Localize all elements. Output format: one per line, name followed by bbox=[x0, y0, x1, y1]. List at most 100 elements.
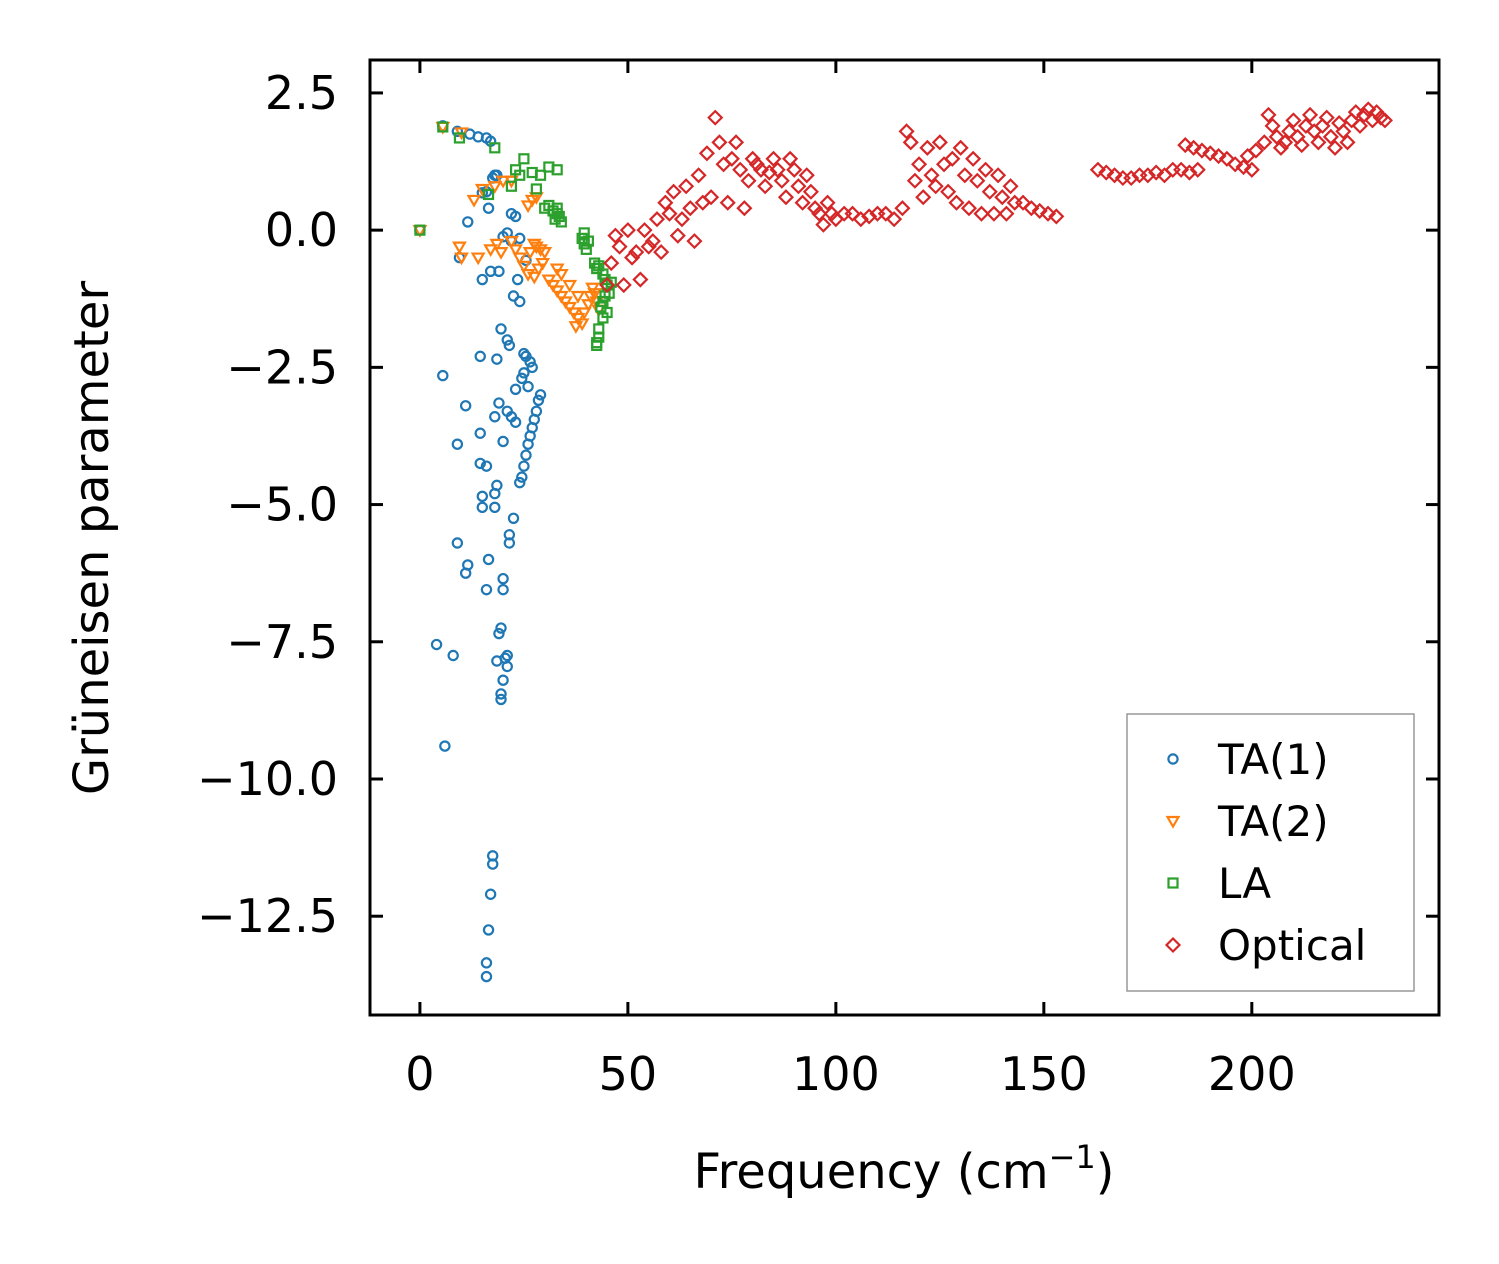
data-point bbox=[454, 252, 469, 266]
x-axis-label-suffix: ) bbox=[1096, 1144, 1115, 1200]
data-point bbox=[985, 205, 1002, 222]
data-point bbox=[1264, 117, 1281, 134]
data-point bbox=[482, 202, 495, 214]
data-point bbox=[632, 271, 649, 288]
data-point bbox=[1272, 139, 1289, 156]
data-point bbox=[981, 183, 998, 200]
x-tick-label: 0 bbox=[405, 1047, 434, 1101]
data-point bbox=[491, 353, 503, 365]
data-point bbox=[877, 205, 894, 222]
data-point bbox=[648, 211, 666, 228]
data-point bbox=[990, 167, 1007, 184]
data-point bbox=[489, 501, 501, 514]
data-point bbox=[628, 244, 645, 261]
data-point bbox=[451, 537, 464, 549]
data-point bbox=[1260, 106, 1277, 123]
y-tick-label: 0.0 bbox=[265, 203, 338, 257]
data-point bbox=[495, 323, 507, 335]
data-point bbox=[757, 178, 774, 195]
data-point bbox=[504, 236, 519, 249]
data-point bbox=[562, 279, 578, 293]
data-point bbox=[1031, 202, 1048, 219]
data-point bbox=[844, 205, 861, 222]
data-point bbox=[998, 205, 1015, 222]
data-point bbox=[526, 271, 542, 285]
data-point bbox=[740, 172, 757, 189]
data-point bbox=[927, 178, 944, 195]
data-point bbox=[923, 167, 940, 184]
data-point bbox=[459, 400, 472, 412]
data-point bbox=[815, 216, 832, 233]
data-point bbox=[497, 435, 509, 448]
data-point bbox=[497, 572, 509, 585]
data-point bbox=[1148, 164, 1165, 181]
data-point bbox=[1281, 123, 1298, 140]
data-point bbox=[534, 169, 547, 181]
data-point bbox=[723, 150, 740, 167]
data-point bbox=[1002, 178, 1019, 195]
data-point bbox=[736, 200, 753, 217]
data-point bbox=[1210, 147, 1227, 165]
data-point bbox=[1048, 208, 1065, 225]
data-point bbox=[615, 276, 632, 294]
data-point bbox=[491, 479, 503, 492]
data-point bbox=[522, 380, 534, 393]
data-point bbox=[476, 501, 489, 514]
data-point bbox=[503, 529, 516, 541]
data-point bbox=[1181, 164, 1198, 181]
data-point bbox=[1243, 161, 1260, 178]
data-point bbox=[570, 290, 586, 304]
data-point bbox=[1322, 128, 1339, 145]
data-point bbox=[1277, 134, 1294, 151]
data-point bbox=[657, 194, 674, 211]
data-point bbox=[509, 210, 522, 223]
data-point bbox=[1360, 101, 1377, 118]
data-point bbox=[530, 183, 542, 195]
data-point bbox=[611, 238, 628, 255]
data-point bbox=[451, 125, 464, 138]
data-point bbox=[1106, 167, 1123, 184]
data-point bbox=[969, 172, 986, 189]
legend-label: LA bbox=[1218, 859, 1271, 908]
data-point bbox=[960, 200, 978, 217]
data-point bbox=[607, 227, 624, 244]
data-point bbox=[765, 150, 782, 167]
data-point bbox=[497, 583, 509, 596]
data-point bbox=[516, 260, 532, 274]
data-point bbox=[973, 205, 990, 222]
data-point bbox=[719, 194, 736, 211]
data-point bbox=[802, 183, 819, 200]
data-point bbox=[451, 438, 464, 450]
data-point bbox=[1356, 106, 1373, 123]
data-point bbox=[493, 627, 505, 640]
data-point bbox=[786, 161, 803, 178]
data-point bbox=[956, 167, 973, 184]
data-point bbox=[518, 460, 530, 472]
data-point bbox=[1218, 150, 1235, 167]
data-point bbox=[532, 394, 545, 406]
data-point bbox=[462, 216, 474, 228]
data-point bbox=[474, 350, 486, 363]
data-point bbox=[977, 161, 994, 178]
y-axis-label: Grüneisen parameter bbox=[64, 281, 120, 796]
data-point bbox=[597, 312, 609, 324]
data-point bbox=[549, 213, 561, 225]
data-point bbox=[482, 188, 495, 201]
data-point bbox=[430, 638, 443, 651]
data-point bbox=[537, 246, 553, 260]
data-point bbox=[522, 246, 538, 260]
data-point bbox=[1285, 112, 1302, 129]
data-point bbox=[576, 307, 592, 321]
data-point bbox=[698, 145, 715, 162]
data-point bbox=[1256, 134, 1273, 151]
data-point bbox=[483, 244, 499, 258]
data-point bbox=[619, 222, 636, 239]
data-point bbox=[480, 583, 493, 596]
series-optical bbox=[599, 101, 1393, 294]
data-point bbox=[678, 178, 695, 195]
data-point bbox=[686, 233, 703, 250]
data-point bbox=[459, 567, 472, 579]
data-point bbox=[952, 139, 969, 156]
data-point bbox=[1297, 117, 1314, 134]
data-point bbox=[727, 134, 745, 151]
